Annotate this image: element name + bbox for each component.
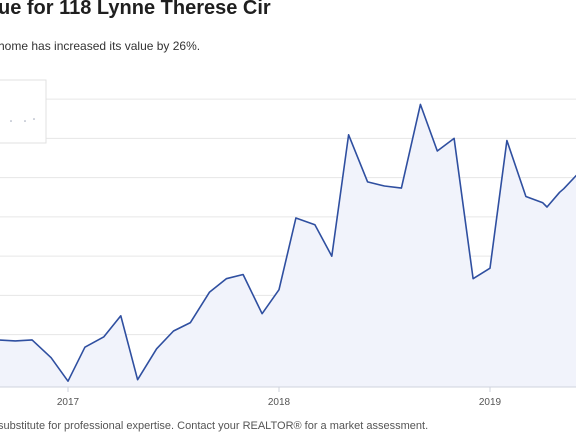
value-area-fill — [0, 104, 576, 387]
legend-dot — [33, 118, 35, 120]
legend-marks — [10, 118, 35, 122]
legend-box — [0, 79, 47, 144]
legend-dot — [10, 120, 12, 122]
value-change-summary: home has increased its value by 26%. — [0, 39, 201, 53]
page-title: ue for 118 Lynne Therese Cir — [0, 0, 271, 19]
x-tick-label: 2019 — [479, 397, 502, 408]
x-axis-ticks: 2017 2018 2019 — [57, 387, 502, 408]
x-tick-label: 2017 — [57, 397, 80, 408]
value-line — [0, 103, 576, 382]
disclaimer-text: substitute for professional expertise. C… — [0, 420, 429, 432]
legend-dot — [24, 120, 26, 122]
x-tick-label: 2018 — [268, 397, 291, 408]
